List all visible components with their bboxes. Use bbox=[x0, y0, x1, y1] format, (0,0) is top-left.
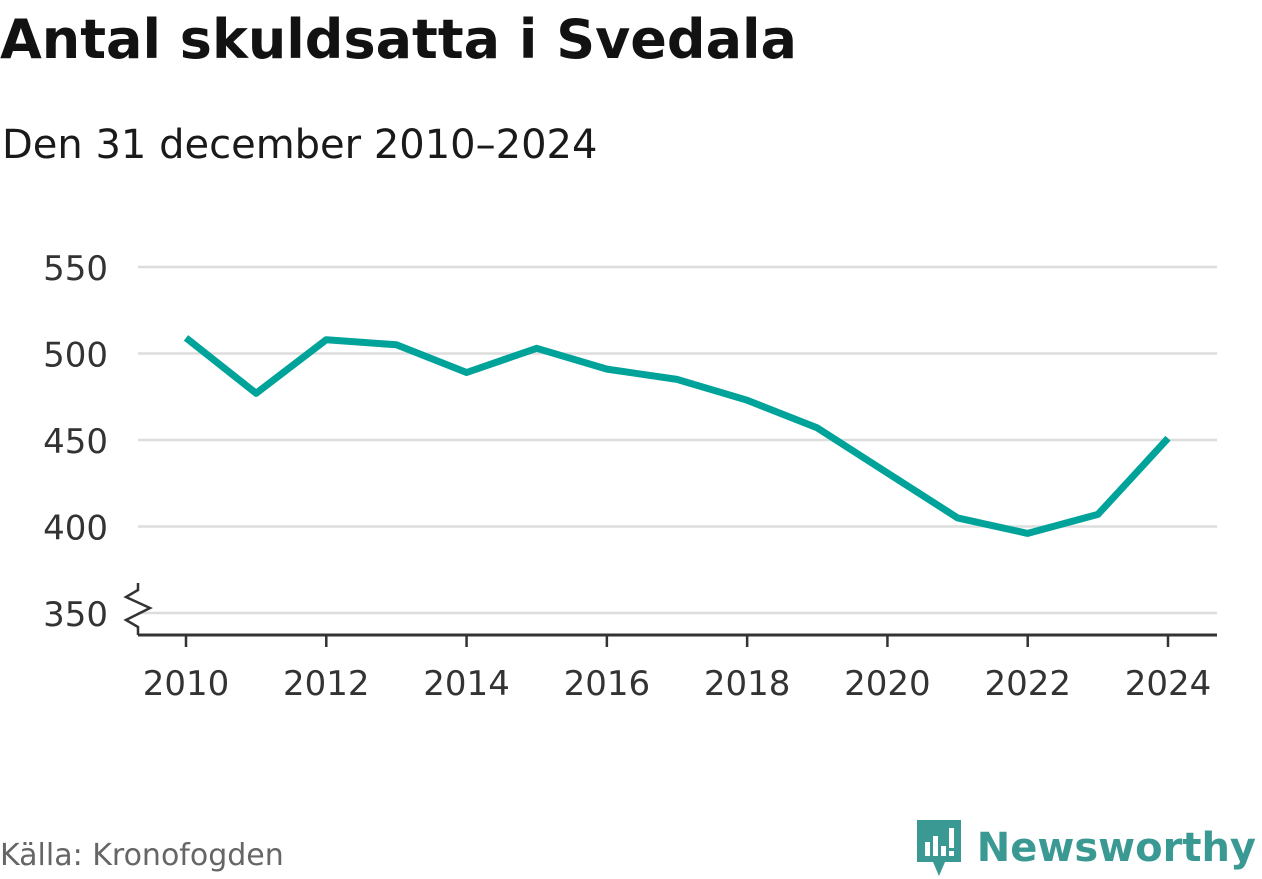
x-tick-label-2024: 2024 bbox=[1125, 664, 1212, 704]
x-tick-label-2012: 2012 bbox=[283, 664, 370, 704]
x-tick-label-2010: 2010 bbox=[143, 664, 230, 704]
chart-title: Antal skuldsatta i Svedala bbox=[0, 8, 797, 71]
source-note: Källa: Kronofogden bbox=[0, 838, 284, 873]
brand-name: Newsworthy bbox=[976, 825, 1256, 871]
y-tick-label-450: 450 bbox=[43, 422, 108, 462]
axis-break-icon bbox=[123, 583, 153, 635]
y-tick-label-500: 500 bbox=[43, 336, 108, 376]
x-tick-label-2022: 2022 bbox=[984, 664, 1071, 704]
y-tick-label-550: 550 bbox=[43, 249, 108, 289]
chart-subtitle: Den 31 december 2010–2024 bbox=[2, 122, 598, 168]
series-line-0 bbox=[183, 335, 1171, 537]
y-axis-ticks: 350 400 450 500 550 bbox=[43, 249, 108, 635]
newsworthy-logo-icon bbox=[916, 820, 961, 876]
x-tick-label-2018: 2018 bbox=[704, 664, 791, 704]
brand-logo: Newsworthy bbox=[915, 818, 1256, 878]
series-group bbox=[183, 335, 1171, 537]
x-axis bbox=[123, 583, 1217, 637]
x-tick-label-2020: 2020 bbox=[844, 664, 931, 704]
x-tick-label-2016: 2016 bbox=[564, 664, 651, 704]
x-axis-ticks: 2010 2012 2014 2016 2018 2020 2022 2024 bbox=[143, 635, 1212, 704]
y-tick-label-400: 400 bbox=[43, 509, 108, 549]
y-tick-label-350: 350 bbox=[43, 595, 108, 635]
gridlines bbox=[138, 265, 1217, 615]
x-tick-label-2014: 2014 bbox=[423, 664, 510, 704]
